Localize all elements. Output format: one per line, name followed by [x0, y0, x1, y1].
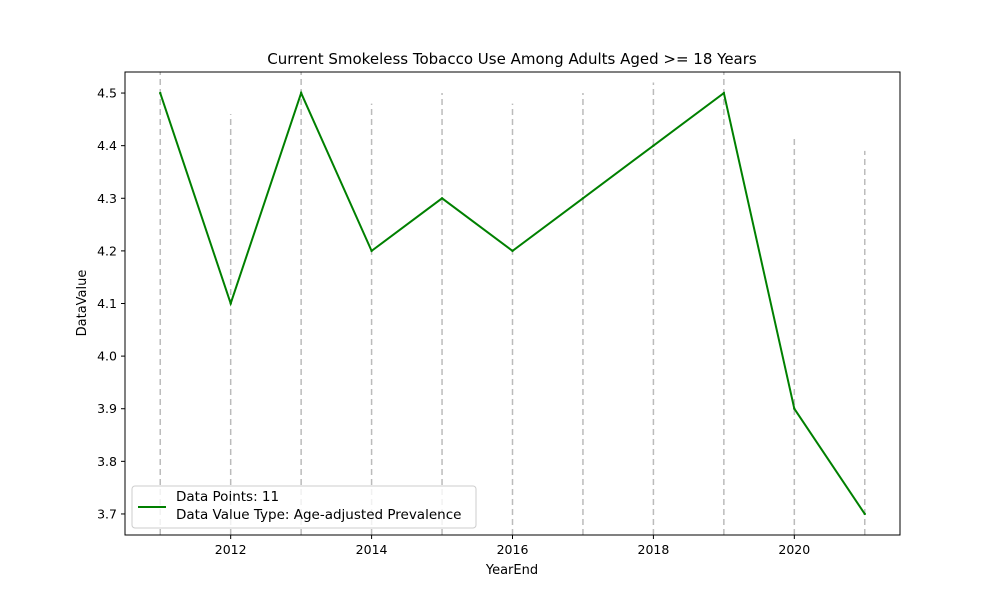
x-tick-label: 2012 [215, 542, 247, 557]
x-tick-label: 2020 [778, 542, 810, 557]
data-point-2016 [511, 249, 514, 253]
data-point-2018 [652, 144, 655, 147]
x-tick-label: 2016 [497, 542, 529, 557]
reference-lines [159, 72, 866, 535]
data-point-2015 [440, 197, 444, 200]
x-axis: 2012 2014 2016 2018 2020 [215, 535, 810, 557]
data-point-2017 [581, 197, 585, 200]
chart-title: Current Smokeless Tobacco Use Among Adul… [267, 50, 757, 68]
legend-entry-2: Data Value Type: Age-adjusted Prevalence [176, 507, 461, 523]
data-point-2020 [793, 407, 796, 410]
x-tick-label: 2014 [356, 542, 388, 557]
x-tick-label: 2018 [638, 542, 670, 557]
y-tick-label: 4.5 [97, 86, 117, 101]
legend-entry-1: Data Points: 11 [176, 489, 279, 505]
y-axis: 3.7 3.8 3.9 4.0 4.1 4.2 4.3 4.4 4.5 [97, 86, 125, 521]
x-axis-label: YearEnd [485, 563, 538, 578]
data-point-2021 [863, 512, 866, 516]
legend: Data Points: 11 Data Value Type: Age-adj… [131, 485, 477, 529]
legend-box [131, 485, 477, 529]
y-tick-label: 4.1 [97, 296, 117, 311]
y-tick-label: 4.0 [97, 349, 117, 364]
y-tick-label: 4.4 [97, 138, 117, 153]
y-tick-label: 3.9 [97, 401, 117, 416]
y-axis-label: DataValue [75, 270, 90, 337]
data-point-2019 [722, 91, 726, 95]
data-point-2013 [299, 91, 303, 95]
series-group [159, 90, 866, 516]
y-tick-label: 4.3 [97, 191, 117, 206]
data-point-2014 [370, 249, 373, 253]
y-tick-label: 3.7 [97, 506, 117, 521]
data-point-2012 [229, 302, 232, 305]
y-tick-label: 4.2 [97, 243, 117, 258]
y-tick-label: 3.8 [97, 454, 117, 469]
data-point-2011 [159, 91, 162, 95]
